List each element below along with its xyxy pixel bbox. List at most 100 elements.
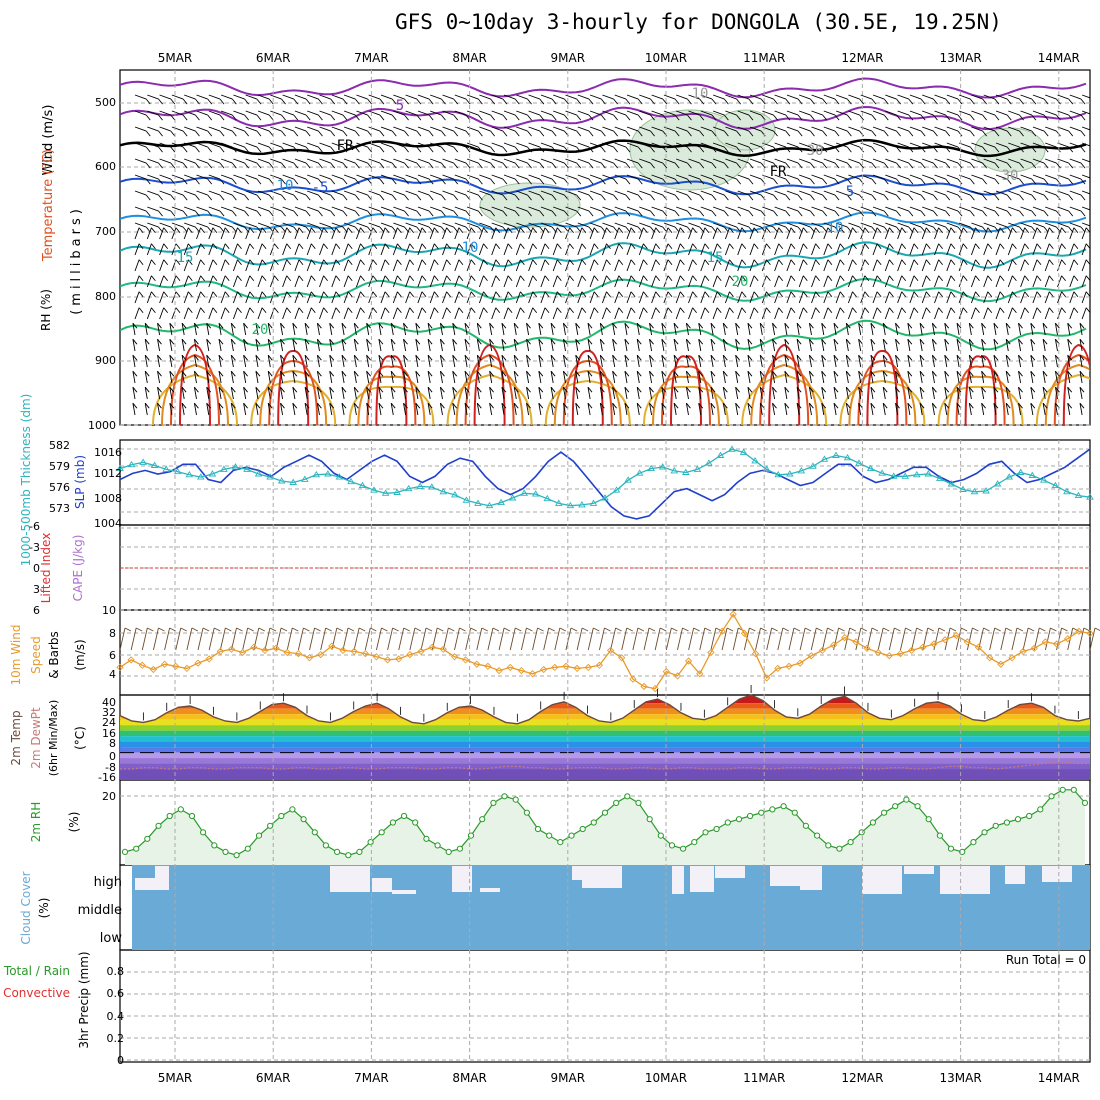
wind-barb bbox=[1030, 323, 1034, 336]
wind-barb-flag bbox=[649, 370, 654, 377]
temp-band bbox=[120, 714, 1090, 720]
wind-barb bbox=[466, 94, 479, 100]
wind-barb bbox=[784, 355, 788, 368]
wind-barb bbox=[848, 174, 860, 180]
wind-speed-marker bbox=[138, 661, 146, 669]
wind-barb bbox=[171, 94, 184, 100]
wind-barb-flag bbox=[662, 210, 668, 217]
wind-barb-flag bbox=[539, 130, 545, 137]
wind-barb-flag bbox=[625, 178, 631, 185]
wind-barb bbox=[417, 243, 423, 256]
wind-barb-flag bbox=[982, 98, 988, 105]
wind-barb bbox=[747, 371, 751, 384]
wind-barb-flag bbox=[490, 114, 496, 121]
thickness-marker bbox=[589, 499, 598, 506]
wind-barb bbox=[282, 259, 288, 272]
wind-barb-flag bbox=[305, 114, 311, 121]
wind-barb-flag bbox=[207, 130, 213, 137]
wind-barb bbox=[749, 142, 762, 148]
wind-barb bbox=[799, 174, 811, 180]
thickness-marker bbox=[220, 465, 228, 472]
wind-barb-flag bbox=[187, 243, 193, 250]
wind-barb-flag bbox=[341, 354, 347, 361]
wind-barb-flag bbox=[232, 130, 237, 137]
barb bbox=[665, 627, 672, 651]
wind-barb bbox=[553, 206, 565, 212]
wind-barb bbox=[132, 339, 136, 352]
wind-barb bbox=[749, 94, 762, 100]
wind-barb bbox=[515, 259, 521, 272]
wind-barb-flag bbox=[736, 178, 742, 185]
wind-barb-flag bbox=[232, 178, 237, 185]
wind-barb bbox=[503, 291, 509, 304]
wind-barb-flag bbox=[232, 146, 237, 153]
wind-speed-marker bbox=[395, 655, 403, 663]
wind-barb bbox=[403, 355, 407, 368]
wind-barb bbox=[553, 190, 565, 196]
wind-barb-flag bbox=[527, 210, 532, 217]
wind-barb-flag bbox=[674, 226, 680, 233]
wind-barb bbox=[934, 126, 946, 132]
wind-barb-flag bbox=[1080, 194, 1086, 201]
wind-barb-flag bbox=[950, 307, 956, 314]
wind-barb bbox=[796, 355, 800, 368]
wind-barb-flag bbox=[587, 402, 593, 409]
wind-barb-flag bbox=[945, 130, 951, 137]
wind-barb-flag bbox=[232, 210, 237, 217]
wind-barb bbox=[230, 387, 234, 400]
wind-barb bbox=[442, 110, 454, 116]
wind-barb-flag bbox=[1036, 259, 1042, 266]
wind-barb-flag bbox=[527, 162, 532, 169]
wind-barb bbox=[319, 94, 331, 100]
wind-barb bbox=[144, 339, 148, 352]
wind-barb-flag bbox=[384, 291, 390, 298]
contour-warm bbox=[161, 363, 229, 426]
wind-barb-flag bbox=[329, 386, 335, 393]
wind-barb-flag bbox=[1006, 130, 1012, 137]
wind-barb bbox=[233, 190, 245, 196]
wind-barb-flag bbox=[982, 210, 988, 217]
wind10m-label3: & Barbs bbox=[47, 631, 61, 679]
wind-barb bbox=[774, 174, 787, 180]
wind-barb-flag bbox=[871, 114, 877, 121]
barb bbox=[153, 627, 159, 651]
wind-barb-flag bbox=[692, 275, 697, 282]
wind-barb bbox=[762, 94, 774, 100]
wind-barb bbox=[1081, 243, 1087, 256]
wind-barb bbox=[971, 174, 983, 180]
wind-barb bbox=[380, 190, 393, 196]
barb bbox=[520, 627, 527, 651]
wind-barb-flag bbox=[243, 354, 248, 361]
wind-barb-flag bbox=[784, 386, 790, 393]
wind-barb-flag bbox=[1073, 307, 1079, 314]
barb bbox=[454, 627, 460, 651]
wind-barb bbox=[144, 403, 148, 416]
wind-barb bbox=[823, 142, 836, 148]
wind-barb bbox=[919, 355, 923, 368]
wind-barb bbox=[341, 339, 345, 352]
wind-barb bbox=[331, 291, 337, 304]
wind-barb-flag bbox=[489, 370, 494, 377]
wind-barb bbox=[515, 243, 521, 256]
wind-barb-flag bbox=[821, 338, 827, 345]
barb bbox=[710, 627, 717, 651]
wind-barb-flag bbox=[551, 226, 557, 233]
wind-barb bbox=[538, 339, 542, 352]
wind-barb bbox=[1069, 174, 1082, 180]
wind-barb bbox=[1032, 243, 1038, 256]
wind-barb bbox=[429, 243, 435, 256]
wind-barb-flag bbox=[933, 98, 938, 105]
wind-barb-flag bbox=[366, 322, 371, 329]
wind-barb-flag bbox=[606, 275, 611, 282]
wind-barb-flag bbox=[550, 370, 556, 377]
thickness-marker bbox=[647, 464, 655, 472]
wind-barb-flag bbox=[452, 386, 458, 393]
wind-barb bbox=[146, 307, 152, 320]
wind-barb bbox=[858, 371, 862, 384]
wind-speed-marker bbox=[1075, 627, 1083, 635]
thickness-marker bbox=[612, 486, 621, 493]
wind-barb-flag bbox=[532, 307, 538, 314]
wind-barb-flag bbox=[679, 275, 685, 282]
wind-barb-flag bbox=[378, 338, 384, 345]
wind-barb-flag bbox=[367, 210, 373, 217]
